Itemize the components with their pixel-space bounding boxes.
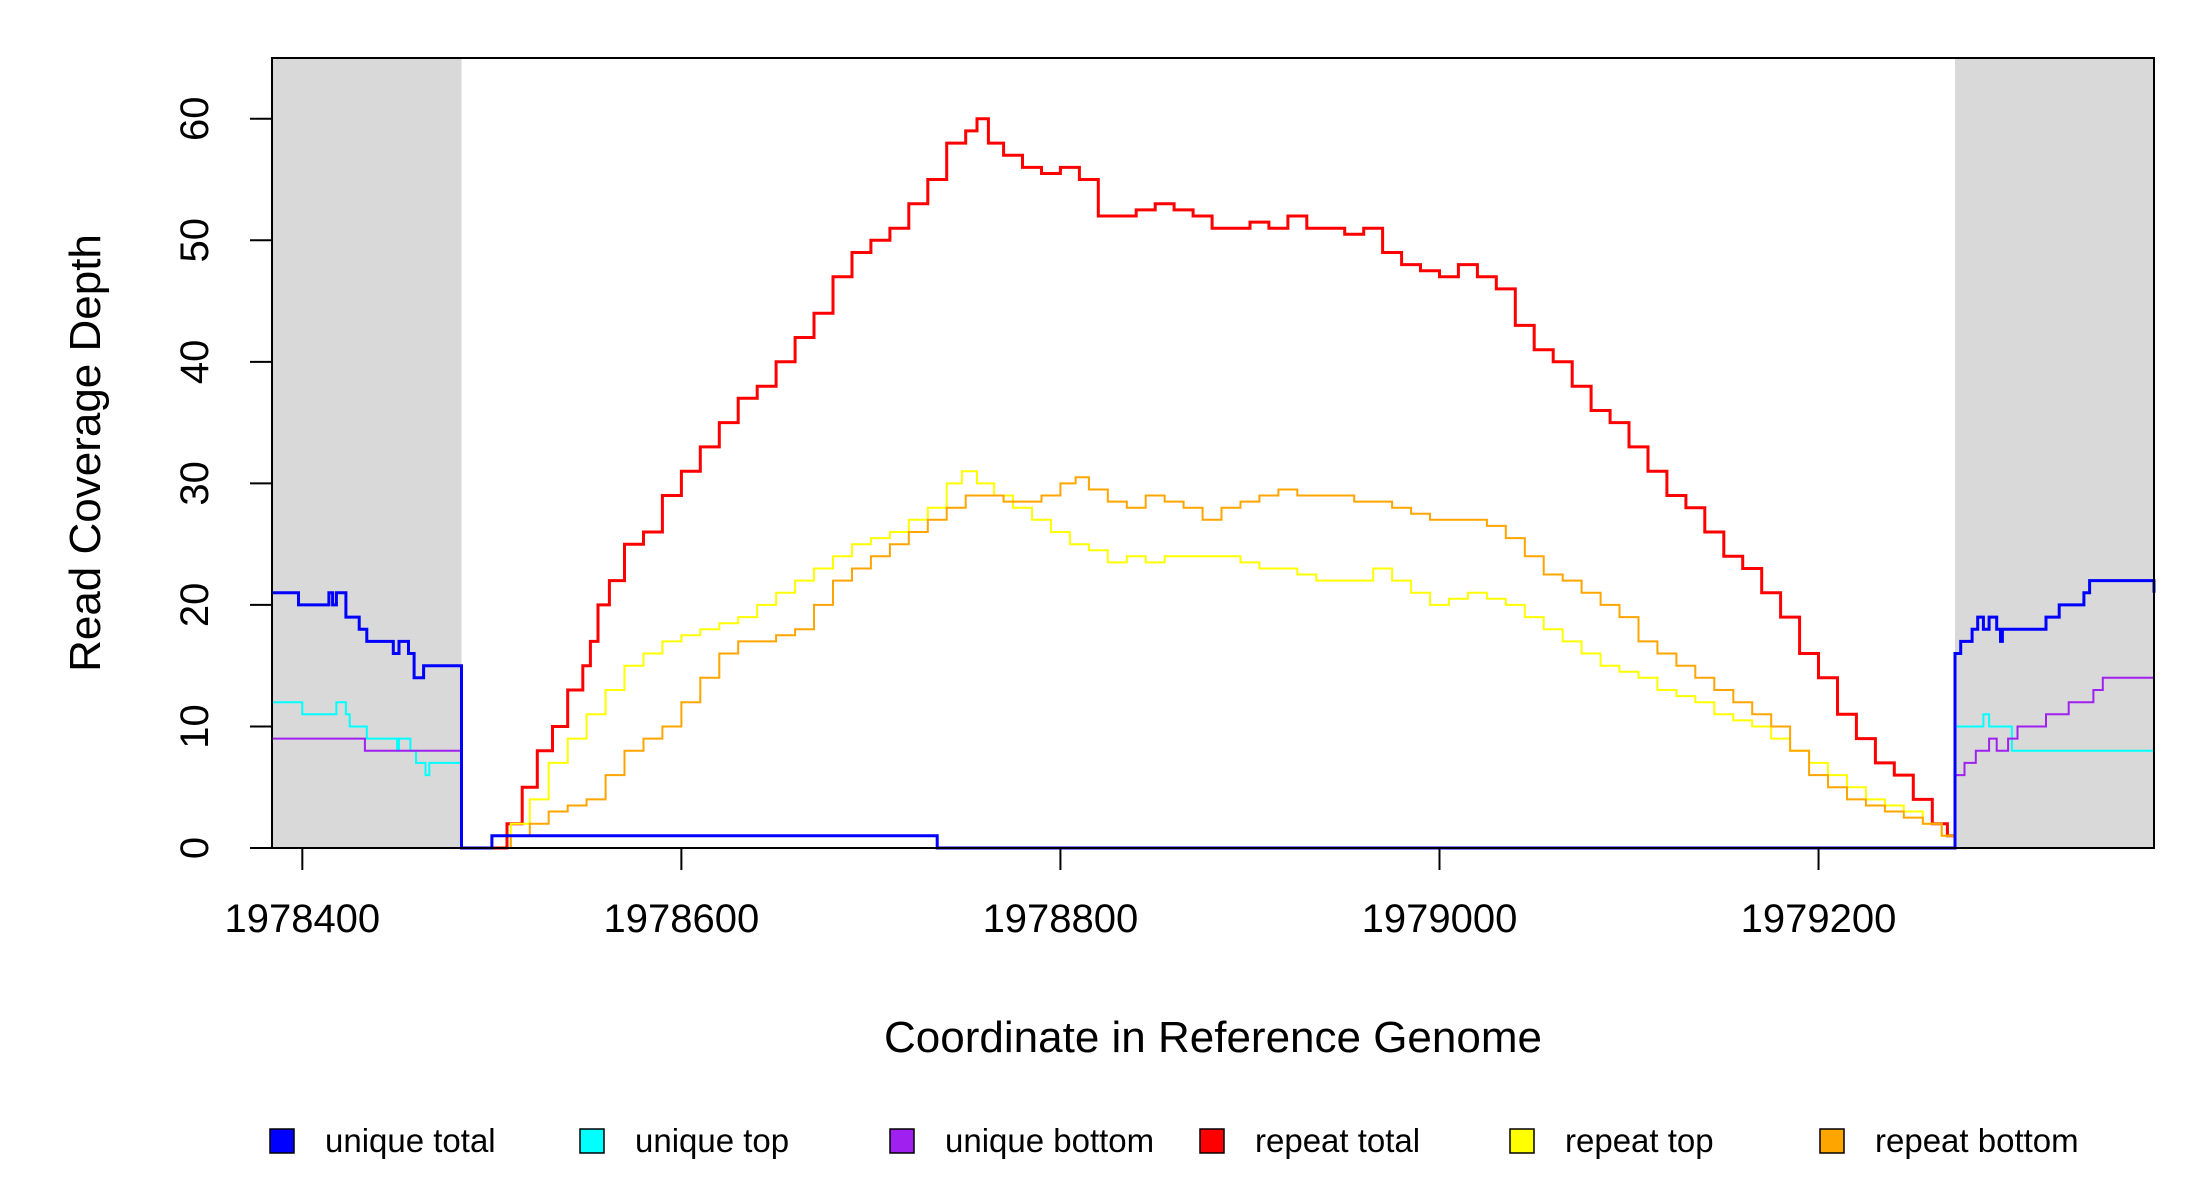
legend-swatch bbox=[579, 1128, 605, 1154]
x-tick-label: 1978800 bbox=[983, 897, 1139, 941]
legend-item: repeat top bbox=[1509, 1122, 1714, 1159]
legend-swatch bbox=[889, 1128, 915, 1154]
legend-label: unique top bbox=[635, 1122, 789, 1159]
legend-label: repeat total bbox=[1255, 1122, 1420, 1159]
plot-frame bbox=[271, 57, 2155, 849]
legend-swatch bbox=[1509, 1128, 1535, 1154]
y-tick-label: 20 bbox=[173, 583, 217, 628]
x-tick-label: 1978600 bbox=[604, 897, 760, 941]
shaded-region-2 bbox=[1954, 58, 2154, 848]
series-line-unique-total bbox=[272, 579, 2156, 850]
y-tick-label: 40 bbox=[173, 340, 217, 385]
legend-item: unique total bbox=[269, 1122, 496, 1159]
legend-label: unique bottom bbox=[945, 1122, 1154, 1159]
y-tick-label: 50 bbox=[173, 218, 217, 262]
series-line-repeat-top bbox=[461, 470, 1956, 849]
y-tick-label: 10 bbox=[173, 704, 217, 749]
shaded-region-1 bbox=[272, 58, 462, 848]
series-lines bbox=[272, 117, 2156, 850]
legend-item: unique top bbox=[579, 1122, 789, 1159]
y-tick-label: 30 bbox=[173, 461, 217, 506]
x-tick-label: 1979000 bbox=[1362, 897, 1518, 941]
legend-item: unique bottom bbox=[889, 1122, 1154, 1159]
y-tick-label: 0 bbox=[173, 837, 217, 859]
series-line-repeat-bottom bbox=[461, 476, 1956, 849]
legend-label: repeat top bbox=[1565, 1122, 1714, 1159]
y-axis-title: Read Coverage Depth bbox=[61, 234, 110, 672]
y-axis: 0 10 20 30 40 50 60 bbox=[173, 97, 272, 859]
legend-swatch bbox=[1819, 1128, 1845, 1154]
series-line-repeat-total bbox=[461, 117, 1957, 850]
series-line-unique-bottom bbox=[272, 665, 2155, 849]
x-axis: 1978400 1978600 1978800 1979000 1979200 bbox=[224, 847, 1897, 941]
x-axis-title: Coordinate in Reference Genome bbox=[884, 1013, 1542, 1062]
legend-swatch bbox=[269, 1128, 295, 1154]
legend: unique total unique top unique bottom repea… bbox=[269, 1122, 2079, 1159]
x-tick-label: 1978400 bbox=[224, 897, 380, 941]
series-line-unique-top bbox=[272, 701, 2155, 849]
shaded-regions bbox=[272, 58, 2154, 848]
x-tick-label: 1979200 bbox=[1741, 897, 1897, 941]
y-tick-label: 60 bbox=[173, 97, 217, 141]
legend-item: repeat total bbox=[1199, 1122, 1420, 1159]
legend-swatch bbox=[1199, 1128, 1225, 1154]
legend-item: repeat bottom bbox=[1819, 1122, 2079, 1159]
legend-label: unique total bbox=[325, 1122, 496, 1159]
legend-label: repeat bottom bbox=[1875, 1122, 2079, 1159]
